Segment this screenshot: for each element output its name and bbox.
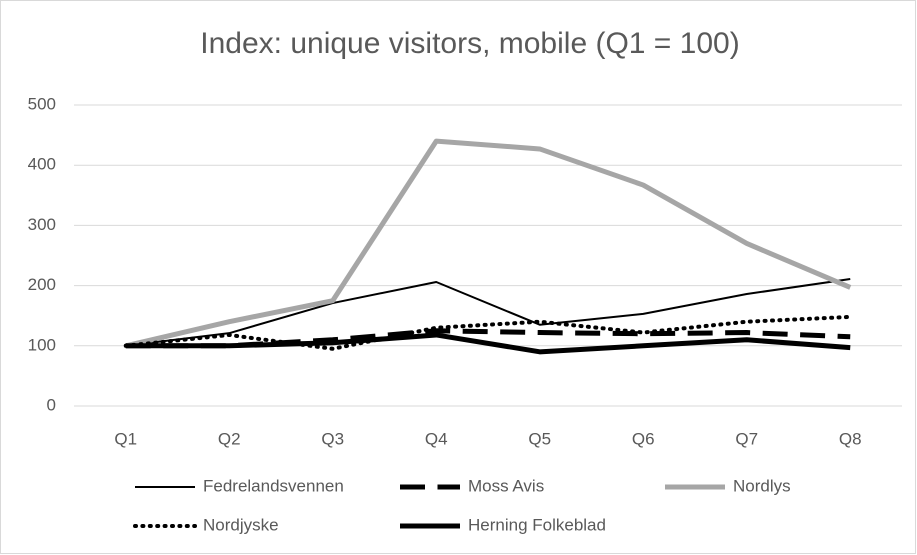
x-tick-label: Q1 (114, 429, 137, 448)
y-tick-label: 100 (28, 335, 56, 354)
x-tick-label: Q4 (425, 429, 448, 448)
y-tick-label: 0 (47, 395, 56, 414)
x-tick-label: Q2 (218, 429, 241, 448)
y-tick-label: 300 (28, 215, 56, 234)
legend-label: Nordjyske (203, 515, 279, 534)
x-tick-label: Q3 (321, 429, 344, 448)
series-line (125, 138, 852, 349)
x-tick-label: Q8 (839, 429, 862, 448)
x-tick-label: Q6 (632, 429, 655, 448)
legend-label: Fedrelandsvennen (203, 476, 344, 495)
legend-label: Herning Folkeblad (468, 515, 606, 534)
legend-label: Moss Avis (468, 476, 544, 495)
x-tick-label: Q7 (735, 429, 758, 448)
y-tick-label: 400 (28, 155, 56, 174)
y-tick-label: 500 (28, 94, 56, 113)
y-tick-label: 200 (28, 275, 56, 294)
x-tick-label: Q5 (528, 429, 551, 448)
series-line (123, 314, 853, 351)
series-line (125, 277, 851, 347)
series-line (125, 332, 851, 355)
chart-title: Index: unique visitors, mobile (Q1 = 100… (200, 27, 739, 60)
legend-label: Nordlys (733, 476, 791, 495)
